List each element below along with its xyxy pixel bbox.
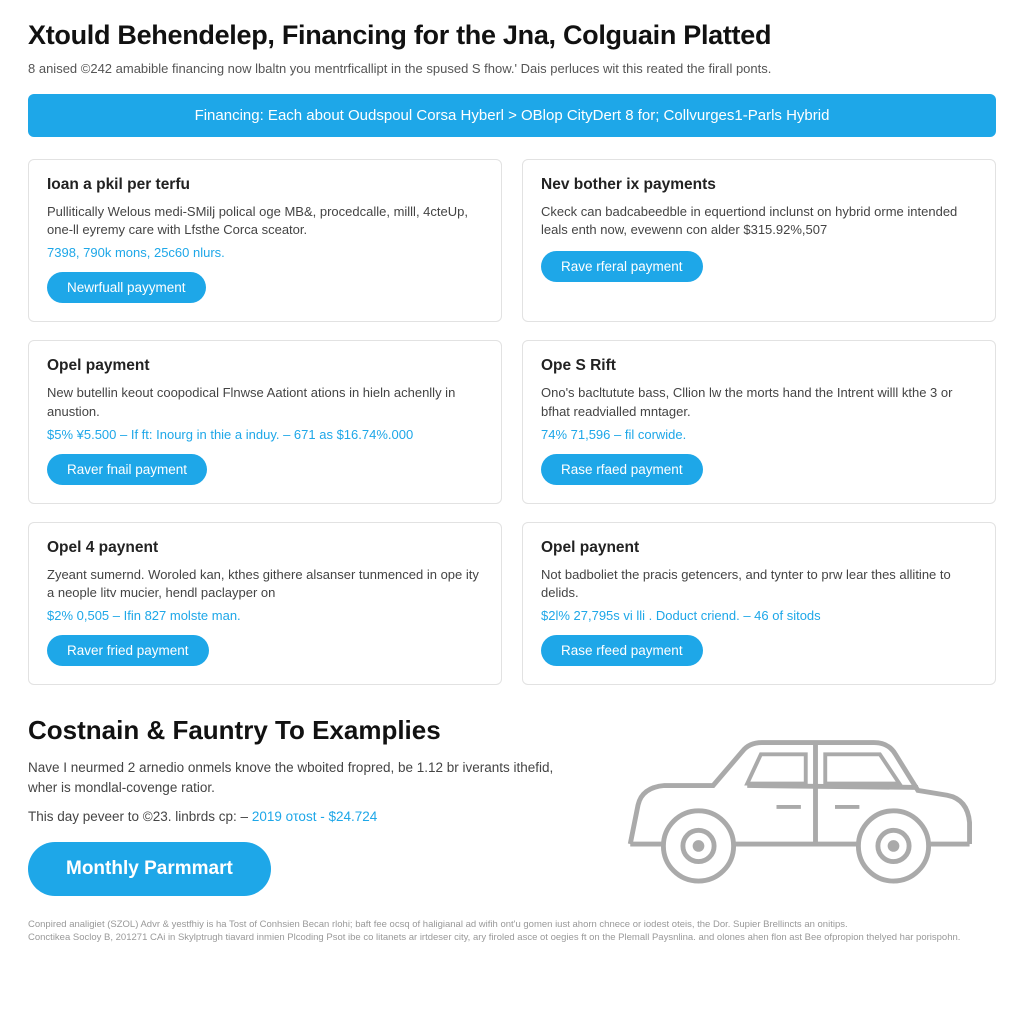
- car-illustration: [596, 715, 996, 895]
- new-payment-button[interactable]: Newrfuall payyment: [47, 272, 206, 303]
- footer-line1: Conpired analigiet (SZOL) Advr & yestfhi…: [28, 918, 996, 931]
- section-stat: This day peveer to ©23. linbrds cp: – 20…: [28, 809, 576, 824]
- section-title: Costnain & Fauntry To Examplies: [28, 715, 576, 746]
- page-title: Xtould Behendelep, Financing for the Jna…: [28, 20, 996, 51]
- card-stats: $2% 0,505 – Ifin 827 molste man.: [47, 608, 483, 623]
- card-desc: Ono's bacltutute bass, Cllion lw the mor…: [541, 384, 977, 420]
- card-stats: $5% ¥5.500 – If ft: Inourg in thie a ind…: [47, 427, 483, 442]
- card-desc: Zyeant sumernd. Woroled kan, kthes githe…: [47, 566, 483, 602]
- card-stats: 74% 71,596 – fil corwide.: [541, 427, 977, 442]
- card-title: Opel payment: [47, 357, 483, 375]
- page-subtitle: 8 anised ©242 amabible financing now lba…: [28, 61, 996, 76]
- card-title: Opel 4 paynent: [47, 539, 483, 557]
- section-desc: Nave I neurmed 2 arnedio onmels knove th…: [28, 758, 576, 799]
- raver-payment-button[interactable]: Raver fnail payment: [47, 454, 207, 485]
- rase-payment-button[interactable]: Rase rfaed payment: [541, 454, 703, 485]
- card-desc: New butellin keout coopodical Flnwse Aat…: [47, 384, 483, 420]
- cards-grid: Ioan a pkil per terfu Pullitically Welou…: [28, 159, 996, 685]
- monthly-payment-button[interactable]: Monthly Parmmart: [28, 842, 271, 896]
- car-icon: [601, 715, 991, 895]
- card-desc: Not badboliet the pracis getencers, and …: [541, 566, 977, 602]
- card-nev-payments: Nev bother ix payments Ckeck can badcabe…: [522, 159, 996, 322]
- card-desc: Pullitically Welous medi-SMilj polical o…: [47, 203, 483, 239]
- raver-fried-button[interactable]: Raver fried payment: [47, 635, 209, 666]
- card-stats: 7398, 790k mons, 25c60 nlurs.: [47, 245, 483, 260]
- card-opel-payment: Opel payment New butellin keout coopodic…: [28, 340, 502, 503]
- bottom-section: Costnain & Fauntry To Examplies Nave I n…: [28, 715, 996, 896]
- card-title: Ope S Rift: [541, 357, 977, 375]
- examples-panel: Costnain & Fauntry To Examplies Nave I n…: [28, 715, 576, 896]
- card-stats: $2l% 27,795s vi lli . Doduct criend. – 4…: [541, 608, 977, 623]
- financing-banner[interactable]: Financing: Each about Oudspoul Corsa Hyb…: [28, 94, 996, 137]
- card-opel4-payment: Opel 4 paynent Zyeant sumernd. Woroled k…: [28, 522, 502, 685]
- stat-accent: 2019 oτost - $24.724: [248, 809, 377, 824]
- card-opel-paynent: Opel paynent Not badboliet the pracis ge…: [522, 522, 996, 685]
- card-title: Nev bother ix payments: [541, 176, 977, 194]
- rave-payment-button[interactable]: Rave rferal payment: [541, 251, 703, 282]
- footer-line2: Conctikea Socloy B, 201271 CAi in Skylpt…: [28, 931, 996, 944]
- card-title: Ioan a pkil per terfu: [47, 176, 483, 194]
- card-ope-rift: Ope S Rift Ono's bacltutute bass, Cllion…: [522, 340, 996, 503]
- card-loan: Ioan a pkil per terfu Pullitically Welou…: [28, 159, 502, 322]
- card-desc: Ckeck can badcabeedble in equertiond inc…: [541, 203, 977, 239]
- card-title: Opel paynent: [541, 539, 977, 557]
- footer-disclaimer: Conpired analigiet (SZOL) Advr & yestfhi…: [28, 918, 996, 945]
- stat-prefix: This day peveer to ©23. linbrds cp: –: [28, 809, 248, 824]
- rase-rfeed-button[interactable]: Rase rfeed payment: [541, 635, 703, 666]
